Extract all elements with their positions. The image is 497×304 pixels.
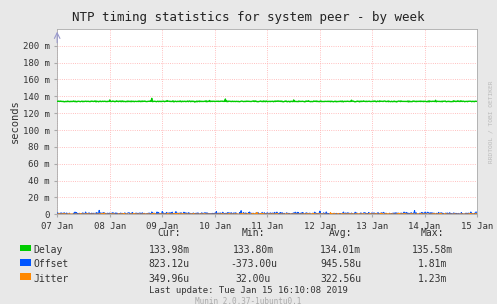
Text: 1.81m: 1.81m — [417, 259, 447, 269]
Text: 133.80m: 133.80m — [233, 245, 274, 255]
Text: 1.23m: 1.23m — [417, 274, 447, 284]
Text: 32.00u: 32.00u — [236, 274, 271, 284]
Text: 945.58u: 945.58u — [320, 259, 361, 269]
Text: Delay: Delay — [34, 245, 63, 255]
Y-axis label: seconds: seconds — [10, 100, 20, 143]
Text: Last update: Tue Jan 15 16:10:08 2019: Last update: Tue Jan 15 16:10:08 2019 — [149, 286, 348, 295]
Text: NTP timing statistics for system peer - by week: NTP timing statistics for system peer - … — [72, 11, 425, 24]
Text: 823.12u: 823.12u — [149, 259, 189, 269]
Text: 133.98m: 133.98m — [149, 245, 189, 255]
Text: 349.96u: 349.96u — [149, 274, 189, 284]
Text: 134.01m: 134.01m — [320, 245, 361, 255]
Text: Max:: Max: — [420, 228, 444, 238]
Text: Cur:: Cur: — [157, 228, 181, 238]
Text: 135.58m: 135.58m — [412, 245, 453, 255]
Text: Munin 2.0.37-1ubuntu0.1: Munin 2.0.37-1ubuntu0.1 — [195, 297, 302, 304]
Text: 322.56u: 322.56u — [320, 274, 361, 284]
Text: Jitter: Jitter — [34, 274, 69, 284]
Text: Avg:: Avg: — [329, 228, 352, 238]
Text: Min:: Min: — [242, 228, 265, 238]
Text: -373.00u: -373.00u — [230, 259, 277, 269]
Text: RRDTOOL / TOBI OETIKER: RRDTOOL / TOBI OETIKER — [489, 80, 494, 163]
Text: Offset: Offset — [34, 259, 69, 269]
